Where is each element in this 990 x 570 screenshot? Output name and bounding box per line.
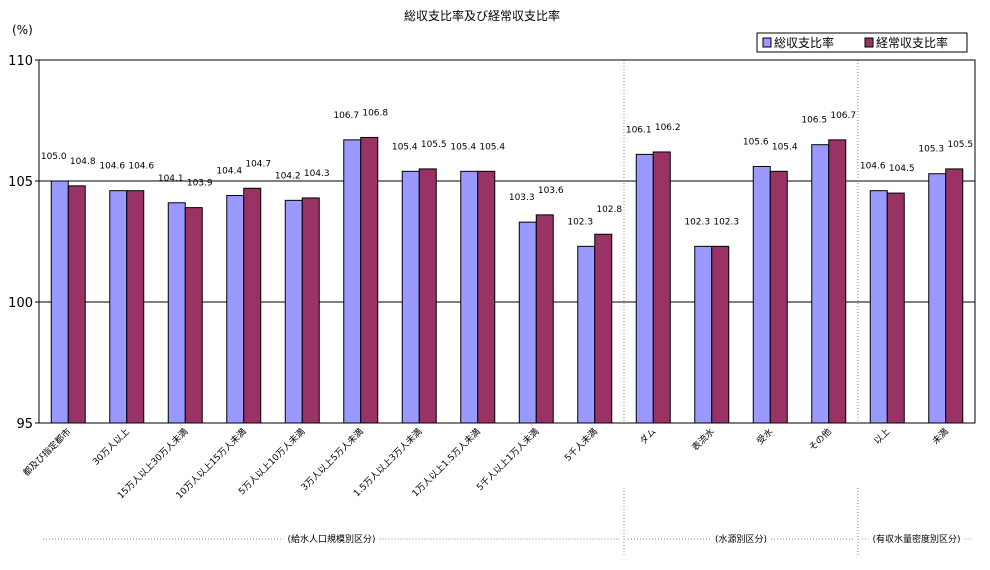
bar xyxy=(284,199,303,424)
bar xyxy=(167,202,186,424)
chart-title: 総収支比率及び経常収支比率 xyxy=(404,8,560,23)
category-label: 5千人未満 xyxy=(562,426,600,464)
bar xyxy=(594,233,613,424)
category-label: 受水 xyxy=(754,426,775,447)
data-label: 104.6 xyxy=(128,162,154,172)
bar xyxy=(126,190,145,424)
data-label: 102.3 xyxy=(684,217,710,227)
data-label: 103.3 xyxy=(509,193,535,203)
data-label: 104.3 xyxy=(304,169,330,179)
bar xyxy=(460,170,479,424)
bar xyxy=(184,207,203,424)
bar xyxy=(343,139,362,424)
category-label: 3万人以上5万人未満 xyxy=(298,426,365,493)
bar xyxy=(828,139,847,424)
data-label: 105.4 xyxy=(450,142,476,152)
legend: 総収支比率 経常収支比率 xyxy=(756,32,968,53)
bar xyxy=(886,192,905,424)
data-label: 106.8 xyxy=(362,108,388,118)
bar xyxy=(635,153,654,424)
bar xyxy=(869,190,888,424)
data-label: 106.1 xyxy=(626,125,652,135)
data-label: 105.5 xyxy=(947,140,973,150)
data-label: 102.3 xyxy=(713,217,739,227)
bar xyxy=(301,197,320,424)
bar xyxy=(811,144,830,424)
data-label: 105.4 xyxy=(479,142,505,152)
data-label: 104.8 xyxy=(70,157,96,167)
bar xyxy=(577,245,596,424)
bar xyxy=(711,245,730,424)
bar xyxy=(928,173,947,424)
plot-border xyxy=(38,59,976,424)
data-label: 104.1 xyxy=(158,174,184,184)
data-label: 103.9 xyxy=(187,179,213,189)
data-label: 105.4 xyxy=(392,142,418,152)
data-label: 102.3 xyxy=(567,217,593,227)
bar xyxy=(360,136,379,424)
legend-label: 経常収支比率 xyxy=(876,35,948,50)
data-label: 102.8 xyxy=(596,205,622,215)
plot-frame xyxy=(38,59,976,424)
bar xyxy=(67,185,86,424)
data-label: 105.3 xyxy=(918,145,944,155)
data-label: 106.7 xyxy=(333,111,359,121)
data-label: 104.7 xyxy=(245,159,271,169)
data-label: 104.6 xyxy=(860,162,886,172)
data-label: 105.5 xyxy=(421,140,447,150)
y-tick-label: 100 xyxy=(8,296,33,311)
bar xyxy=(109,190,128,424)
bar xyxy=(752,165,771,424)
bar xyxy=(226,195,245,424)
category-label: 30万人以上 xyxy=(91,426,132,467)
legend-box xyxy=(756,32,968,53)
bar xyxy=(652,151,671,424)
group-label: (有収水量密度別区分) xyxy=(872,533,960,545)
data-label: 104.5 xyxy=(889,164,915,174)
y-axis-ticks: 95 100 105 110 xyxy=(8,54,39,432)
bar xyxy=(50,180,69,424)
data-label: 106.7 xyxy=(830,111,856,121)
bar xyxy=(477,170,496,424)
data-label: 105.4 xyxy=(772,142,798,152)
group-label: (給水人口規模別区分) xyxy=(287,533,375,545)
legend-swatch xyxy=(864,37,874,48)
category-label: その他 xyxy=(806,426,834,454)
y-tick-label: 105 xyxy=(8,175,33,190)
legend-swatch xyxy=(762,37,772,48)
y-unit-label: (%) xyxy=(12,23,33,37)
bar xyxy=(945,168,964,424)
bar xyxy=(518,221,537,424)
category-label: 5千人以上1万人未満 xyxy=(474,426,541,493)
data-label: 106.5 xyxy=(801,116,827,126)
category-label: 未満 xyxy=(930,426,951,447)
bars xyxy=(50,136,964,424)
category-label: 以上 xyxy=(872,426,893,447)
group-label: (水源別区分) xyxy=(715,533,767,545)
data-label: 106.2 xyxy=(655,123,681,133)
legend-label: 総収支比率 xyxy=(774,35,834,50)
y-tick-label: 110 xyxy=(8,54,33,69)
group-separators xyxy=(623,60,859,556)
category-label: 都及び指定都市 xyxy=(20,426,73,479)
bar xyxy=(418,168,437,424)
category-labels: 都及び指定都市 30万人以上15万人以上30万人未満10万人以上15万人未満5万人… xyxy=(20,426,951,502)
data-label: 104.6 xyxy=(99,162,125,172)
category-label: ダム xyxy=(637,426,658,447)
bar xyxy=(401,170,420,424)
category-label: 表流水 xyxy=(689,426,717,454)
data-label: 104.2 xyxy=(275,171,301,181)
data-label: 105.6 xyxy=(743,137,769,147)
bar xyxy=(769,170,788,424)
bar xyxy=(535,214,554,424)
data-label: 103.6 xyxy=(538,186,564,196)
data-label: 104.4 xyxy=(216,167,242,177)
data-label: 105.0 xyxy=(41,152,67,162)
bar xyxy=(694,245,713,424)
y-tick-label: 95 xyxy=(16,417,33,432)
bar xyxy=(243,187,262,424)
group-labels: (給水人口規模別区分) (水源別区分) (有収水量密度別区分) xyxy=(43,533,971,545)
